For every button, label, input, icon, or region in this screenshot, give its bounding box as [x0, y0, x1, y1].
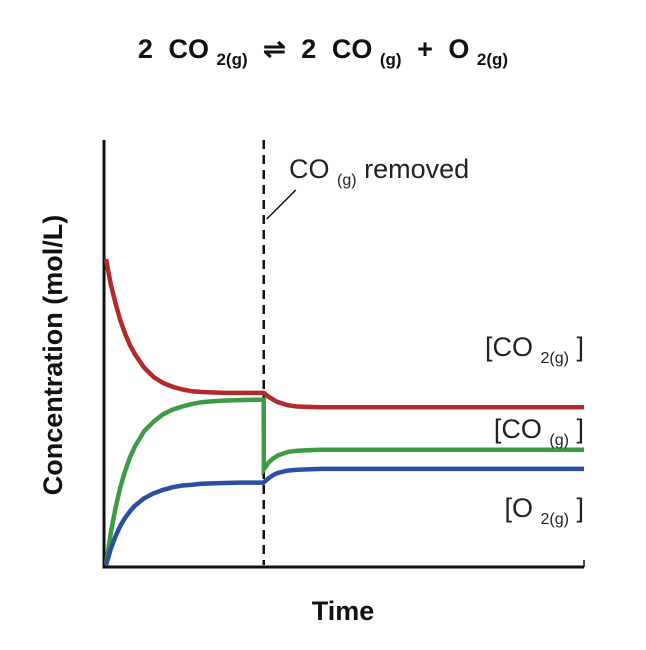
event-pointer-line [266, 189, 297, 220]
title-lhs-subscript: 2(g) [216, 50, 247, 69]
event-label-rest: removed [364, 154, 469, 184]
series-line-o2 [103, 466, 584, 566]
title-lhs-species: CO [168, 34, 209, 64]
series-label-co: [CO (g) ] [494, 414, 584, 451]
event-label: CO (g) removed [289, 154, 469, 191]
title-lhs-coef: 2 [138, 34, 153, 64]
event-label-subscript: (g) [337, 172, 357, 189]
title-rhs2-species: O [448, 34, 469, 64]
series-label-o2: [O 2(g) ] [504, 493, 584, 530]
x-axis-title: Time [312, 596, 375, 626]
chart-title: 2 CO 2(g) ⇌ 2 CO (g) + O 2(g) [138, 34, 508, 71]
event-label-species: CO [289, 154, 330, 184]
title-rhs1-subscript: (g) [380, 50, 402, 69]
series-line-co [103, 397, 584, 566]
title-plus: + [417, 34, 433, 64]
title-arrow: ⇌ [263, 34, 286, 64]
title-rhs1-species: CO [332, 34, 373, 64]
title-rhs1-coef: 2 [301, 34, 316, 64]
y-axis-title: Concentration (mol/L) [38, 215, 68, 495]
title-rhs2-subscript: 2(g) [477, 50, 508, 69]
series-line-co2 [103, 258, 584, 410]
series-label-co2: [CO 2(g) ] [485, 332, 584, 369]
